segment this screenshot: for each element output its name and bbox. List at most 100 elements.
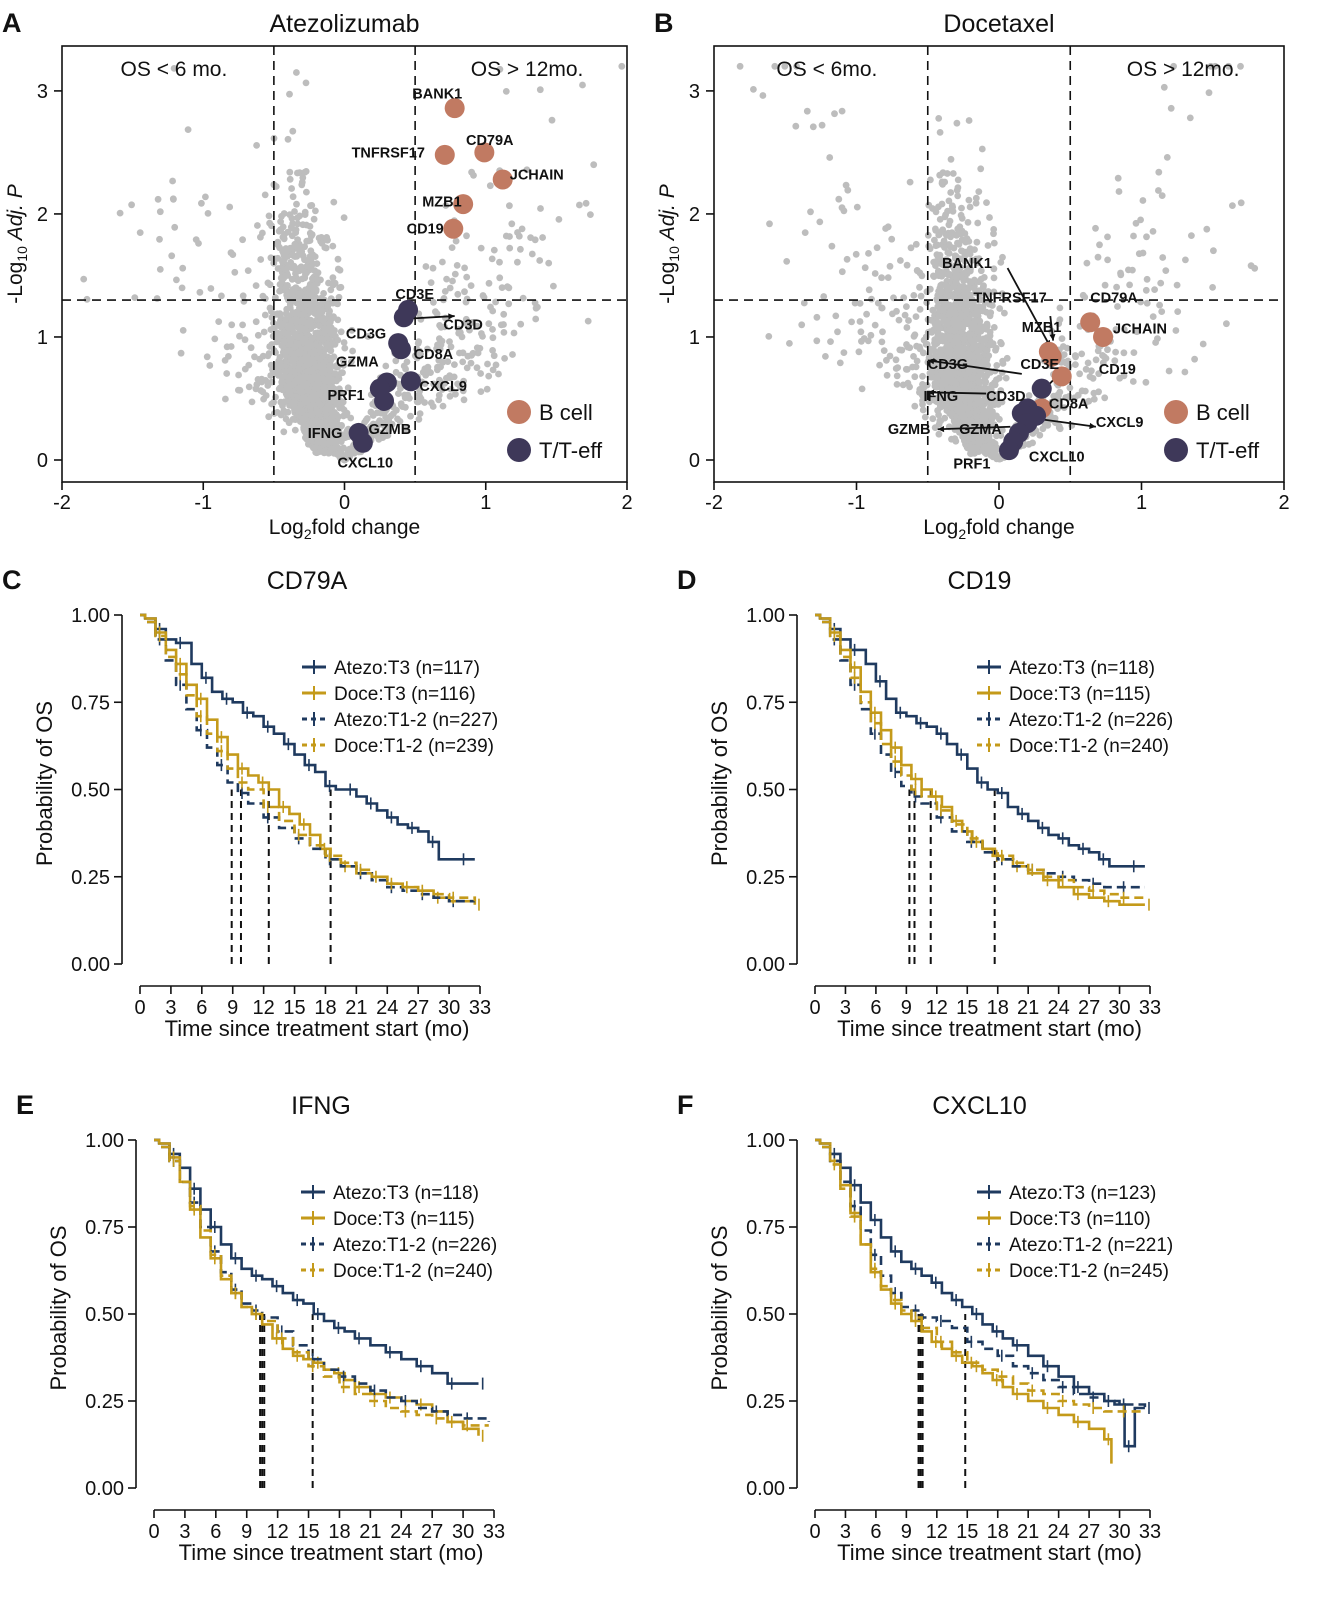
legend-label: Atezo:T3 (n=123) [1009,1183,1156,1204]
gene-label: CD3G [346,326,386,342]
gene-point [265,212,273,220]
gene-point [116,209,124,217]
gene-point [460,396,468,404]
gene-point [1058,335,1066,342]
gene-point [348,358,355,366]
gene-point [289,193,297,201]
gene-point [333,300,341,307]
y-axis-label: -Log10 Adj. P [656,184,682,303]
gene-point [311,253,319,260]
gene-point [316,343,323,351]
gene-point [1056,388,1064,396]
gene-point [329,412,337,420]
legend-label: T/T-eff [539,438,603,463]
gene-point [858,337,865,345]
gene-point [294,220,302,228]
gene-point [301,168,309,176]
gene-label: CXCL9 [419,379,467,395]
gene-point [984,443,992,451]
y-tick-label: 0.75 [71,692,110,714]
x-tick-label: -1 [848,492,866,514]
y-tick-label: 1.00 [71,605,110,627]
gene-point [984,242,992,249]
gene-point [458,333,466,341]
x-tick-label: -2 [53,492,71,514]
legend-label: T/T-eff [1196,438,1260,463]
gene-label: IFNG [923,389,958,405]
gene-point [401,391,408,399]
gene-point [328,445,336,452]
x-axis-label: Time since treatment start (mo) [179,1540,484,1565]
gene-point [392,368,400,376]
gene-point [978,343,986,350]
gene-point [916,306,924,313]
gene-point [1132,219,1140,227]
gene-point [1088,367,1095,375]
gene-point [936,284,944,292]
gene-point [936,129,944,136]
gene-point [1152,339,1159,346]
gene-point [286,168,294,176]
gene-point [262,392,270,399]
gene-point [247,344,255,352]
gene-point [289,251,296,259]
gene-point [1117,269,1124,277]
gene-point [840,349,848,356]
x-tick-label: 0 [809,1521,820,1543]
gene-point [430,381,438,389]
gene-point [500,310,508,318]
gene-point [489,347,496,354]
gene-point [960,335,968,343]
chart-title: CD19 [948,567,1012,595]
gene-point [309,389,317,397]
legend: Atezo:T3 (n=118)Doce:T3 (n=115)Atezo:T1-… [977,658,1173,757]
highlight-point-cd3d [393,307,414,328]
gene-point [1090,389,1098,397]
gene-point [822,353,829,360]
gene-point [329,281,337,289]
x-tick-label: 33 [483,1521,505,1543]
gene-point [261,295,269,302]
gene-point [977,275,985,283]
gene-point [291,405,299,413]
gene-point [947,243,955,251]
gene-point [496,258,503,266]
gene-point [463,364,471,372]
gene-point [536,257,544,264]
gene-point [260,328,268,336]
y-tick-label: 0.25 [71,867,110,889]
gene-label: BANK1 [942,256,992,272]
legend-label: Atezo:T3 (n=118) [333,1183,479,1204]
gene-point [946,310,954,318]
gene-point [344,384,352,392]
gene-point [452,237,460,245]
gene-point [736,62,744,70]
gene-point [154,195,162,203]
legend-label: Doce:T1-2 (n=240) [1009,736,1169,757]
y-tick-label: 0.75 [746,692,785,714]
gene-point [303,188,310,196]
gene-point [390,410,397,417]
gene-point [327,356,335,363]
gene-point [402,365,409,373]
gene-point [395,390,402,397]
gene-point [221,357,229,364]
gene-point [336,284,343,291]
y-tick-label: 0.00 [71,954,110,976]
gene-point [291,426,299,434]
gene-point [545,259,553,267]
gene-point [501,355,508,362]
gene-point [1191,355,1198,363]
x-tick-label: 33 [469,997,491,1019]
gene-point [278,342,286,349]
gene-point [280,428,288,436]
gene-point [202,193,209,201]
gene-point [1163,154,1171,161]
gene-point [532,315,540,323]
gene-point [301,256,308,264]
y-tick-label: 0.50 [746,780,785,802]
gene-point [307,202,314,210]
gene-point [1237,199,1245,207]
gene-point [906,178,914,186]
gene-point [490,246,498,254]
